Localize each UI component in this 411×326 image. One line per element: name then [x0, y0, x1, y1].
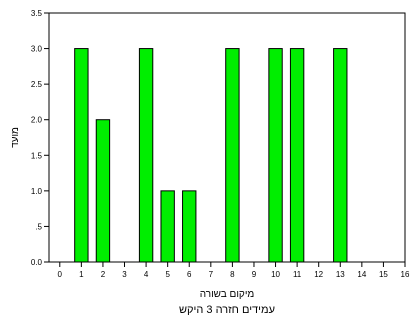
y-tick-label: .5 — [35, 222, 42, 231]
x-axis-label: מיקום בשורה — [200, 289, 255, 300]
x-tick-label: 7 — [209, 270, 214, 279]
x-tick-label: 5 — [165, 270, 170, 279]
y-tick-label: 0.0 — [31, 258, 43, 267]
x-tick-label: 15 — [379, 270, 388, 279]
x-tick-label: 12 — [314, 270, 323, 279]
bar — [95, 119, 111, 263]
y-tick-label: 1.0 — [31, 187, 43, 196]
y-axis-label: מועד — [10, 127, 21, 148]
y-tick-label: 1.5 — [31, 151, 43, 160]
x-tick-label: 8 — [230, 270, 235, 279]
x-tick-label: 9 — [252, 270, 257, 279]
x-tick-label: 11 — [293, 270, 302, 279]
x-tick-label: 2 — [101, 270, 106, 279]
chart-title: עמידים חזרה 3 היקש — [179, 304, 275, 316]
bar — [289, 48, 305, 263]
y-tick-label: 2.5 — [31, 80, 43, 89]
bar — [182, 190, 197, 263]
x-tick-label: 13 — [336, 270, 345, 279]
bar — [160, 190, 175, 263]
plot-frame — [48, 12, 406, 263]
bars-group — [74, 48, 348, 263]
y-tick-label: 2.0 — [31, 116, 43, 125]
bar — [138, 48, 154, 263]
y-axis: 0.0 .5 1.0 1.5 2.0 2.5 3.0 3.5 — [31, 9, 49, 267]
bar — [268, 48, 283, 263]
x-tick-label: 16 — [401, 270, 410, 279]
x-tick-label: 3 — [122, 270, 127, 279]
y-tick-label: 3.5 — [31, 9, 43, 18]
x-tick-label: 4 — [144, 270, 149, 279]
x-axis: 0 1 2 3 4 5 6 7 8 9 10 11 12 13 14 15 16 — [58, 262, 410, 279]
y-tick-label: 3.0 — [31, 45, 43, 54]
bar — [225, 48, 240, 263]
bar — [333, 48, 348, 263]
x-tick-label: 6 — [187, 270, 192, 279]
x-tick-label: 0 — [58, 270, 63, 279]
bar — [74, 48, 89, 263]
x-tick-label: 14 — [357, 270, 366, 279]
x-tick-label: 10 — [271, 270, 280, 279]
x-tick-label: 1 — [79, 270, 84, 279]
